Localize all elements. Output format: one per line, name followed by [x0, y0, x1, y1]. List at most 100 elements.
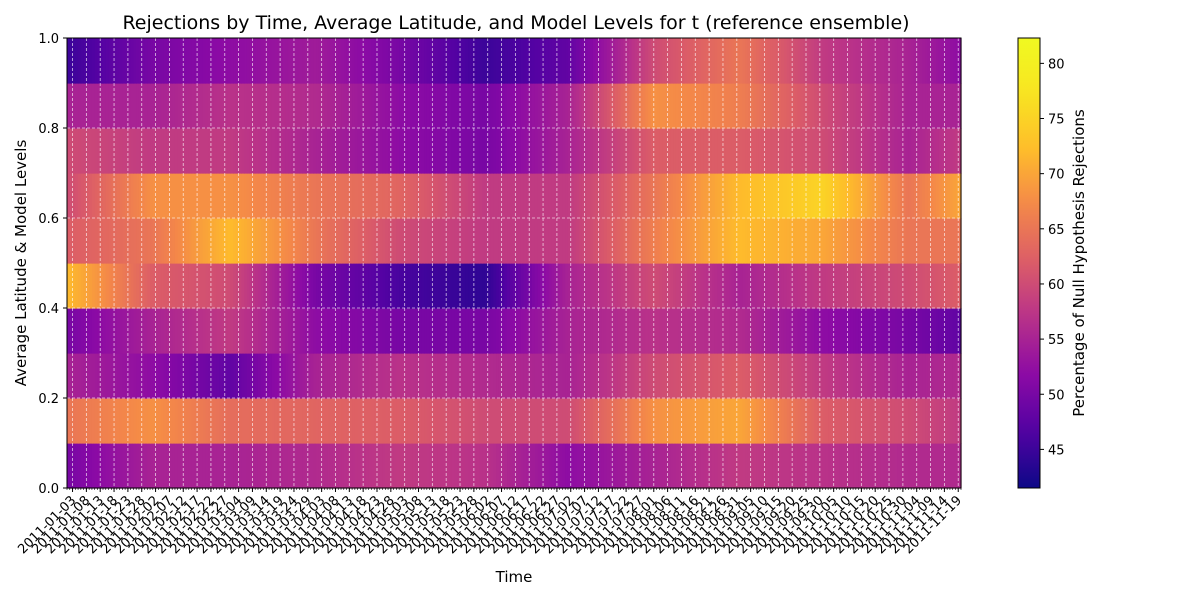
heatmap-cell — [675, 83, 680, 129]
heatmap-cell — [526, 128, 530, 174]
heatmap-cell — [357, 83, 361, 129]
heatmap-cell — [410, 263, 414, 309]
heatmap-cell — [205, 128, 209, 174]
heatmap-cell — [803, 398, 807, 444]
heatmap-cell — [850, 173, 854, 219]
heatmap-cells — [67, 38, 962, 489]
heatmap-cell — [565, 398, 569, 444]
heatmap-cell — [233, 128, 237, 174]
heatmap-cell — [745, 263, 749, 309]
heatmap-cell — [803, 308, 807, 354]
heatmap-cell — [172, 128, 176, 174]
heatmap-cell — [789, 173, 793, 219]
heatmap-cell — [656, 443, 660, 489]
heatmap-cell — [174, 443, 179, 489]
heatmap-cell — [656, 263, 660, 309]
heatmap-cell — [448, 38, 453, 84]
heatmap-cell — [559, 398, 564, 444]
heatmap-cell — [651, 398, 655, 444]
heatmap-cell — [473, 353, 478, 399]
heatmap-cell — [166, 128, 171, 174]
heatmap-cell — [89, 308, 93, 354]
heatmap-cell — [174, 308, 179, 354]
heatmap-cell — [241, 398, 245, 444]
heatmap-cell — [659, 38, 663, 84]
heatmap-cell — [875, 173, 879, 219]
heatmap-cell — [133, 353, 137, 399]
heatmap-cell — [789, 263, 793, 309]
heatmap-cell — [709, 83, 713, 129]
heatmap-cell — [155, 83, 159, 129]
heatmap-cell — [512, 443, 516, 489]
heatmap-cell — [374, 353, 378, 399]
heatmap-cell — [307, 218, 312, 264]
heatmap-cell — [335, 83, 339, 129]
colorbar-tick-label: 50 — [1048, 388, 1065, 403]
heatmap-cell — [471, 398, 475, 444]
heatmap-cell — [111, 308, 115, 354]
heatmap-cell — [753, 308, 757, 354]
heatmap-cell — [711, 128, 716, 174]
heatmap-cell — [435, 38, 439, 84]
heatmap-cell — [518, 443, 522, 489]
heatmap-cell — [908, 83, 912, 129]
heatmap-cell — [808, 398, 813, 444]
heatmap-cell — [357, 443, 361, 489]
heatmap-cell — [235, 263, 240, 309]
heatmap-cell — [822, 218, 826, 264]
heatmap-cell — [352, 83, 356, 129]
heatmap-cell — [365, 38, 370, 84]
heatmap-cell — [955, 128, 959, 174]
heatmap-cell — [446, 443, 450, 489]
heatmap-cell — [122, 173, 126, 219]
heatmap-cell — [562, 83, 566, 129]
heatmap-cell — [930, 443, 934, 489]
heatmap-cell — [772, 173, 777, 219]
heatmap-cell — [191, 353, 195, 399]
heatmap-cell — [288, 308, 292, 354]
heatmap-cell — [908, 443, 912, 489]
heatmap-cell — [390, 443, 395, 489]
heatmap-cell — [152, 353, 157, 399]
heatmap-cell — [390, 308, 395, 354]
heatmap-cell — [130, 218, 135, 264]
heatmap-cell — [169, 398, 173, 444]
heatmap-cell — [166, 173, 171, 219]
heatmap-cell — [565, 218, 569, 264]
heatmap-cell — [443, 128, 447, 174]
heatmap-cell — [833, 173, 838, 219]
heatmap-cell — [172, 173, 176, 219]
heatmap-cell — [144, 398, 148, 444]
heatmap-cell — [119, 83, 123, 129]
heatmap-cell — [531, 218, 536, 264]
heatmap-cell — [313, 218, 317, 264]
heatmap-cell — [601, 128, 605, 174]
heatmap-cell — [67, 128, 71, 174]
heatmap-cell — [418, 128, 422, 174]
heatmap-cell — [786, 83, 790, 129]
heatmap-cell — [930, 263, 934, 309]
heatmap-cell — [814, 263, 818, 309]
heatmap-cell — [667, 308, 671, 354]
heatmap-cell — [686, 38, 691, 84]
heatmap-cell — [318, 38, 323, 84]
heatmap-cell — [808, 443, 813, 489]
heatmap-cell — [78, 353, 82, 399]
heatmap-cell — [222, 263, 226, 309]
heatmap-cell — [695, 263, 699, 309]
heatmap-cell — [792, 218, 796, 264]
heatmap-cell — [138, 128, 143, 174]
heatmap-cell — [844, 353, 849, 399]
heatmap-cell — [299, 443, 303, 489]
heatmap-cell — [925, 83, 929, 129]
heatmap-cell — [590, 353, 594, 399]
heatmap-cell — [479, 128, 483, 174]
heatmap-cell — [136, 308, 140, 354]
heatmap-cell — [299, 38, 303, 84]
heatmap-cell — [155, 443, 159, 489]
heatmap-cell — [634, 128, 638, 174]
heatmap-cell — [210, 398, 215, 444]
heatmap-cell — [421, 443, 425, 489]
heatmap-cell — [692, 128, 696, 174]
heatmap-cell — [307, 38, 312, 84]
